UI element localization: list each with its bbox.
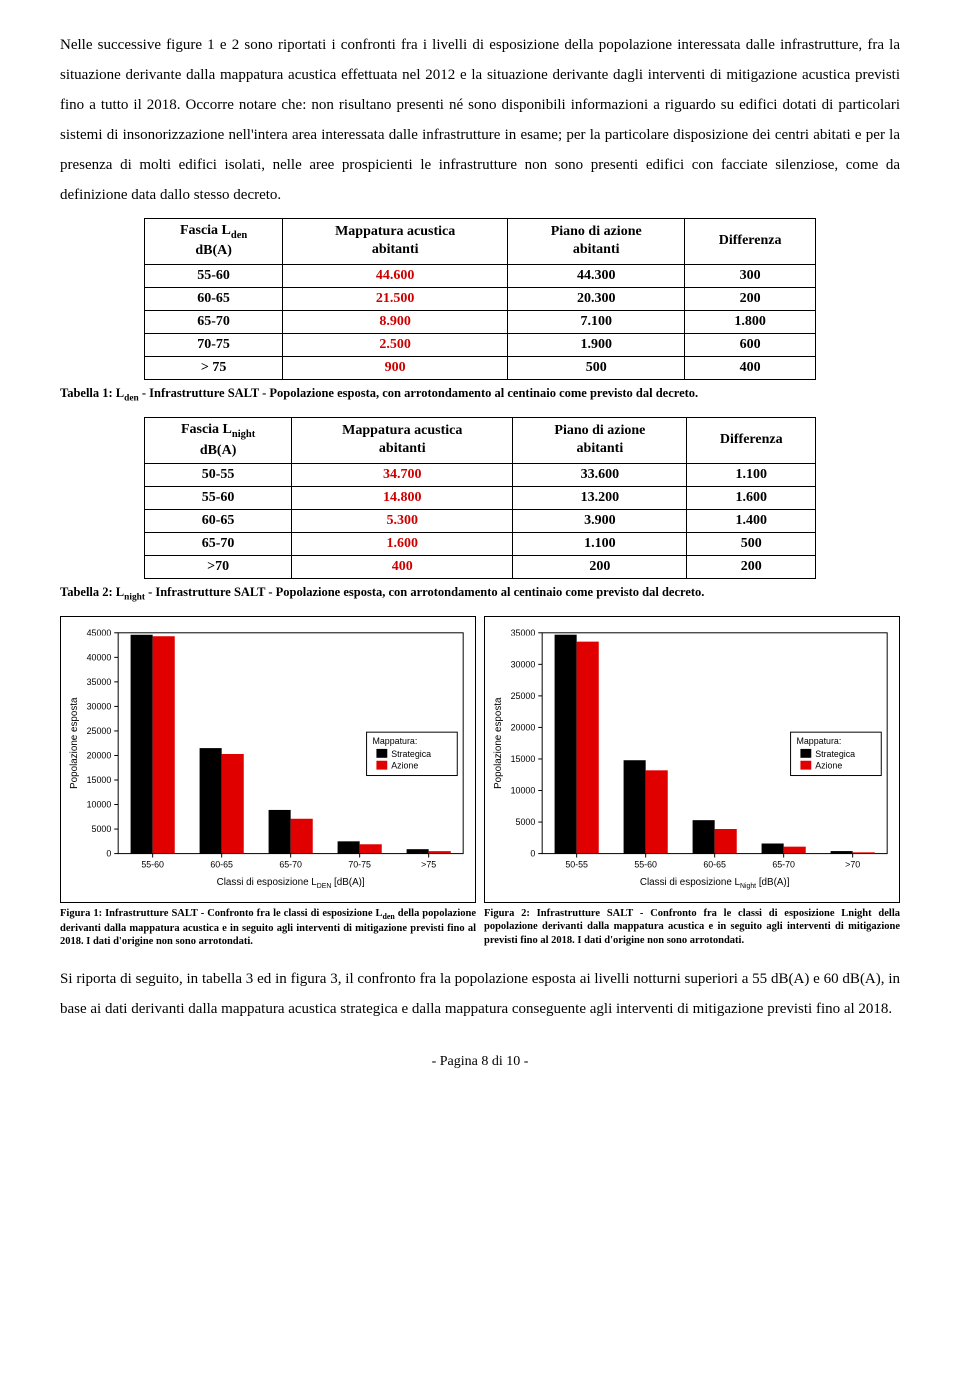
svg-text:0: 0 bbox=[106, 849, 111, 859]
svg-text:Azione: Azione bbox=[815, 761, 842, 771]
svg-text:Popolazione esposta: Popolazione esposta bbox=[493, 697, 504, 789]
closing-paragraph: Si riporta di seguito, in tabella 3 ed i… bbox=[60, 964, 900, 1024]
svg-text:30000: 30000 bbox=[511, 660, 536, 670]
caption-table-1: Tabella 1: Lden - Infrastrutture SALT - … bbox=[60, 386, 900, 404]
svg-text:10000: 10000 bbox=[87, 800, 112, 810]
svg-text:20000: 20000 bbox=[87, 751, 112, 761]
svg-text:Strategica: Strategica bbox=[815, 749, 855, 759]
t2-h1: Fascia LnightdB(A) bbox=[145, 418, 292, 464]
svg-text:15000: 15000 bbox=[87, 775, 112, 785]
t1-h4: Differenza bbox=[685, 219, 816, 265]
svg-text:30000: 30000 bbox=[87, 702, 112, 712]
table-row: 60-655.3003.9001.400 bbox=[145, 509, 816, 532]
t1-h2: Mappatura acusticaabitanti bbox=[283, 219, 508, 265]
svg-text:55-60: 55-60 bbox=[634, 860, 657, 870]
svg-text:5000: 5000 bbox=[516, 817, 536, 827]
chart-lden: 0 5000 10000 15000 20000 25000 30000 35000 40000… bbox=[60, 616, 476, 903]
table-row: 55-6044.60044.300300 bbox=[145, 264, 816, 287]
svg-text:50-55: 50-55 bbox=[565, 860, 588, 870]
svg-text:65-70: 65-70 bbox=[772, 860, 795, 870]
charts-row: 0 5000 10000 15000 20000 25000 30000 35000 40000… bbox=[60, 616, 900, 903]
svg-text:Mappatura:: Mappatura: bbox=[372, 736, 417, 746]
svg-text:25000: 25000 bbox=[511, 691, 536, 701]
t2-h4: Differenza bbox=[687, 418, 816, 464]
svg-text:65-70: 65-70 bbox=[279, 860, 302, 870]
page-footer: - Pagina 8 di 10 - bbox=[60, 1054, 900, 1070]
svg-text:0: 0 bbox=[530, 849, 535, 859]
svg-text:55-60: 55-60 bbox=[141, 860, 164, 870]
caption-figure-2: Figura 2: Infrastrutture SALT - Confront… bbox=[484, 907, 900, 948]
table-lnight: Fascia LnightdB(A) Mappatura acusticaabi… bbox=[144, 417, 816, 579]
table-row: 70-752.5001.900600 bbox=[145, 333, 816, 356]
table-row: > 75900500400 bbox=[145, 356, 816, 379]
table-row: 55-6014.80013.2001.600 bbox=[145, 486, 816, 509]
table-row: 50-5534.70033.6001.100 bbox=[145, 463, 816, 486]
table-row: >70400200200 bbox=[145, 555, 816, 578]
svg-text:15000: 15000 bbox=[511, 754, 536, 764]
t2-h3: Piano di azioneabitanti bbox=[513, 418, 687, 464]
svg-text:35000: 35000 bbox=[511, 628, 536, 638]
svg-text:70-75: 70-75 bbox=[348, 860, 371, 870]
table-lden: Fascia LdendB(A) Mappatura acusticaabita… bbox=[144, 218, 816, 380]
intro-paragraph: Nelle successive figure 1 e 2 sono ripor… bbox=[60, 30, 900, 210]
svg-text:Popolazione esposta: Popolazione esposta bbox=[69, 697, 80, 789]
svg-text:40000: 40000 bbox=[87, 653, 112, 663]
caption-figure-1: Figura 1: Infrastrutture SALT - Confront… bbox=[60, 907, 476, 948]
svg-text:35000: 35000 bbox=[87, 677, 112, 687]
svg-text:Strategica: Strategica bbox=[391, 749, 431, 759]
svg-text:60-65: 60-65 bbox=[703, 860, 726, 870]
svg-text:Mappatura:: Mappatura: bbox=[796, 736, 841, 746]
t2-h2: Mappatura acusticaabitanti bbox=[292, 418, 513, 464]
svg-text:60-65: 60-65 bbox=[210, 860, 233, 870]
svg-text:5000: 5000 bbox=[92, 824, 112, 834]
caption-table-2: Tabella 2: Lnight - Infrastrutture SALT … bbox=[60, 585, 900, 603]
table-row: 65-701.6001.100500 bbox=[145, 532, 816, 555]
table-row: 60-6521.50020.300200 bbox=[145, 287, 816, 310]
svg-text:20000: 20000 bbox=[511, 723, 536, 733]
svg-text:Azione: Azione bbox=[391, 761, 418, 771]
table-row: 65-708.9007.1001.800 bbox=[145, 310, 816, 333]
t1-h1: Fascia LdendB(A) bbox=[145, 219, 283, 265]
chart-lnight: 0 5000 10000 15000 20000 25000 30000 35000 50-55… bbox=[484, 616, 900, 903]
svg-text:25000: 25000 bbox=[87, 726, 112, 736]
svg-text:45000: 45000 bbox=[87, 628, 112, 638]
svg-text:>70: >70 bbox=[845, 860, 860, 870]
svg-text:Classi di esposizione LNight: Classi di esposizione LNight [dB(A)] bbox=[640, 877, 790, 890]
svg-text:Classi di esposizione LDEN [: Classi di esposizione LDEN [dB(A)] bbox=[217, 877, 365, 890]
svg-text:>75: >75 bbox=[421, 860, 436, 870]
svg-text:10000: 10000 bbox=[511, 786, 536, 796]
t1-h3: Piano di azioneabitanti bbox=[508, 219, 685, 265]
